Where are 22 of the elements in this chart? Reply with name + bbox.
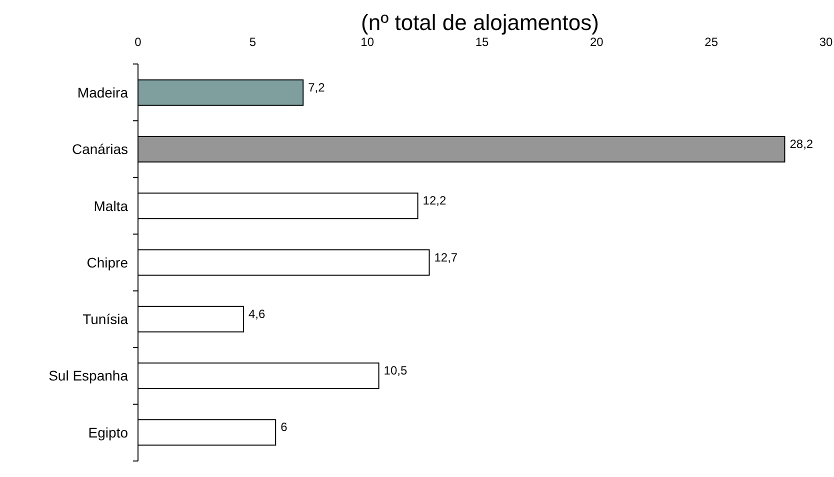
data-label: 4,6 (248, 306, 266, 321)
x-tick-label: 5 (249, 35, 256, 49)
data-label: 6 (280, 420, 288, 434)
x-tick-label: 25 (704, 35, 718, 49)
x-tick-label: 10 (360, 35, 374, 49)
y-tick-label: Canárias (72, 141, 128, 158)
data-label: 7,2 (308, 80, 326, 94)
y-tick-label: Malta (94, 198, 128, 214)
y-tick-label: Egipto (88, 424, 128, 440)
data-label: 10,5 (384, 364, 408, 378)
x-tick-label: 15 (475, 35, 489, 49)
chart-subtitle: (nº total de alojamentos) (361, 10, 599, 35)
data-label: 28,2 (790, 137, 814, 152)
y-tick-label: Chipre (86, 254, 128, 270)
y-tick-label: Madeira (77, 84, 128, 100)
y-tick-label: Tunísia (82, 311, 128, 328)
data-label: 12,7 (434, 250, 458, 264)
x-tick-label: 20 (590, 35, 604, 49)
x-tick-label: 30 (819, 35, 833, 49)
y-tick-label: Sul Espanha (48, 368, 128, 384)
x-tick-label: 0 (134, 35, 142, 49)
data-label: 12,2 (422, 194, 446, 208)
